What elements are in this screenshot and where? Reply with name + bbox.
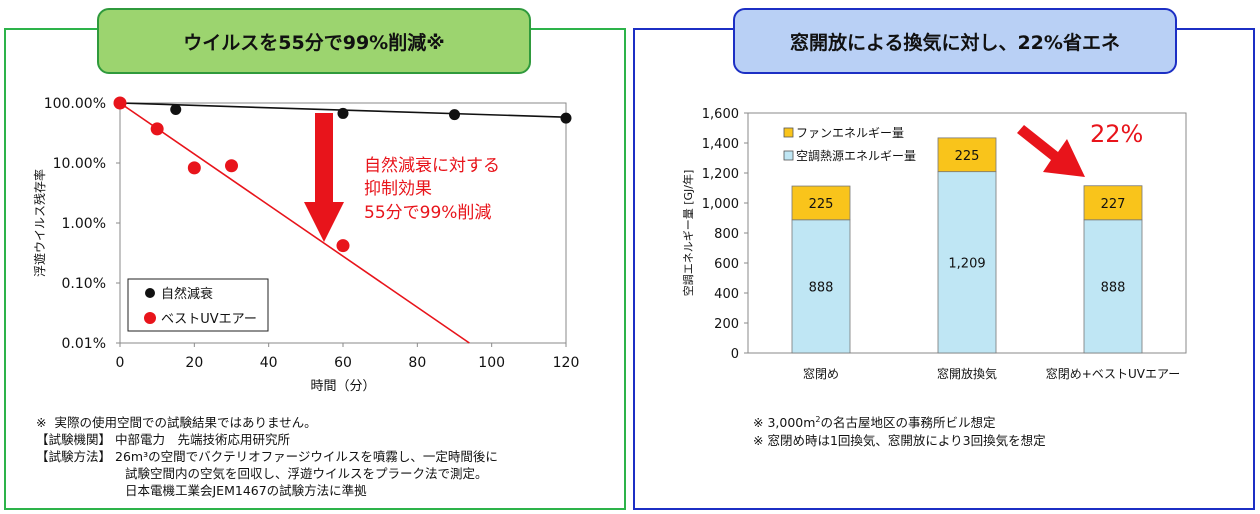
virus-survival-chart: 0 20 40 60 80 100 120 100.00% 10.00% 1.00% 0.10% 0.…	[32, 96, 579, 394]
left-note-method: 【試験方法】 26m³の空間でバクテリオファージウイルスを噴霧し、一定時間後に	[36, 449, 498, 464]
x-tick-label: 20	[185, 355, 203, 371]
left-chart-axes: 0 20 40 60 80 100 120 100.00% 10.00% 1.00% 0.10% 0.…	[32, 96, 579, 394]
y-tick-label: 800	[714, 227, 739, 242]
y-tick-label: 600	[714, 257, 739, 272]
energy-bar-chart: 0 200 400 600 800 1,000 1,200 1,400 1,600 空調エネルギー…	[681, 107, 1187, 381]
x-tick-label: 120	[553, 355, 580, 371]
virus-reduction-title: ウイルスを55分で99%削減※	[97, 8, 531, 74]
bar-value-label: 225	[809, 197, 834, 212]
suppression-annotation-line3: 55分で99%削減	[364, 203, 491, 223]
suppression-annotation-line1: 自然減衰に対する	[364, 156, 500, 176]
bar-value-label: 888	[1101, 280, 1126, 295]
y-tick-label: 0	[731, 347, 739, 362]
data-point-series-2	[225, 159, 238, 173]
x-axis-label: 時間（分）	[310, 379, 375, 394]
y-tick-label: 200	[714, 317, 739, 332]
left-note-method-line2: 試験空間内の空気を回収し、浮遊ウイルスをプラーク法で測定。	[125, 466, 488, 481]
x-tick-label: 60	[334, 355, 352, 371]
data-point-series-2	[150, 122, 164, 136]
bar-hvac-2	[937, 171, 997, 354]
bar-fan-1	[791, 185, 851, 221]
right-chart-bars: 888 225 1,209 225 888 227	[791, 137, 1143, 354]
legend-label: ベストUVエアー	[161, 312, 257, 327]
category-label: 窓閉め+ベストUVエアー	[1046, 366, 1181, 381]
y-tick-label: 0.01%	[62, 336, 106, 352]
data-point-series-1	[170, 103, 182, 115]
x-tick-label: 40	[260, 355, 278, 371]
data-point-series-1	[560, 112, 572, 124]
legend-swatch	[783, 150, 794, 161]
callout-arrow	[1017, 125, 1085, 177]
y-tick-label: 1,400	[702, 137, 739, 152]
bar-fan-3	[1083, 185, 1143, 221]
data-point-series-2	[187, 161, 201, 175]
red-down-arrow	[304, 113, 344, 242]
bar-fan-2	[937, 137, 997, 173]
trend-line-2	[119, 102, 470, 344]
data-point-series-1	[337, 107, 349, 119]
category-label: 窓閉め	[803, 366, 839, 381]
suppression-arrow	[304, 113, 344, 242]
bar-hvac-3	[1083, 219, 1143, 354]
legend-marker	[145, 288, 155, 298]
legend-label: 空調熱源エネルギー量	[796, 149, 916, 163]
x-tick-label: 0	[116, 355, 125, 371]
y-axis-label: 浮遊ウイルス残存率	[32, 169, 47, 277]
right-chart-axes: 0 200 400 600 800 1,000 1,200 1,400 1,600 空調エネルギー…	[681, 107, 1187, 381]
right-note-ventilation: ※ 窓閉め時は1回換気、窓開放により3回換気を想定	[753, 433, 1046, 448]
y-tick-label: 100.00%	[44, 96, 106, 112]
bar-value-label: 1,209	[948, 256, 985, 271]
left-note-institution: 【試験機関】 中部電力 先端技術応用研究所	[36, 432, 291, 447]
legend-swatch	[783, 127, 794, 138]
legend-label: ファンエネルギー量	[796, 126, 904, 140]
y-tick-label: 1,200	[702, 167, 739, 182]
y-tick-label: 0.10%	[62, 276, 106, 292]
data-point-series-2	[336, 239, 350, 253]
bar-value-label: 888	[809, 280, 834, 295]
bar-hvac-1	[791, 219, 851, 354]
saving-callout: 22%	[1090, 120, 1143, 148]
category-label: 窓開放換気	[937, 366, 997, 381]
y-tick-label: 1,000	[702, 197, 739, 212]
energy-saving-title: 窓開放による換気に対し、22%省エネ	[733, 8, 1177, 74]
y-tick-label: 1,600	[702, 107, 739, 122]
data-point-series-1	[449, 109, 460, 121]
y-axis-label: 空調エネルギー量 [GJ/年]	[681, 170, 695, 297]
bar-value-label: 227	[1101, 197, 1126, 212]
suppression-annotation-line2: 抑制効果	[364, 179, 432, 199]
y-tick-label: 400	[714, 287, 739, 302]
x-tick-label: 100	[478, 355, 505, 371]
x-tick-label: 80	[408, 355, 426, 371]
left-note-method-line3: 日本電機工業会JEM1467の試験方法に準拠	[125, 483, 367, 498]
legend-marker	[144, 312, 156, 324]
y-tick-label: 10.00%	[53, 156, 106, 172]
y-tick-label: 1.00%	[62, 216, 106, 232]
left-note-disclaimer: ※ 実際の使用空間での試験結果ではありません。	[36, 415, 317, 430]
legend-label: 自然減衰	[161, 286, 213, 302]
bar-value-label: 225	[955, 149, 980, 164]
right-note-building: ※ 3,000m2の名古屋地区の事務所ビル想定	[753, 414, 996, 430]
data-point-series-2	[113, 96, 127, 110]
left-chart-points	[113, 96, 572, 253]
